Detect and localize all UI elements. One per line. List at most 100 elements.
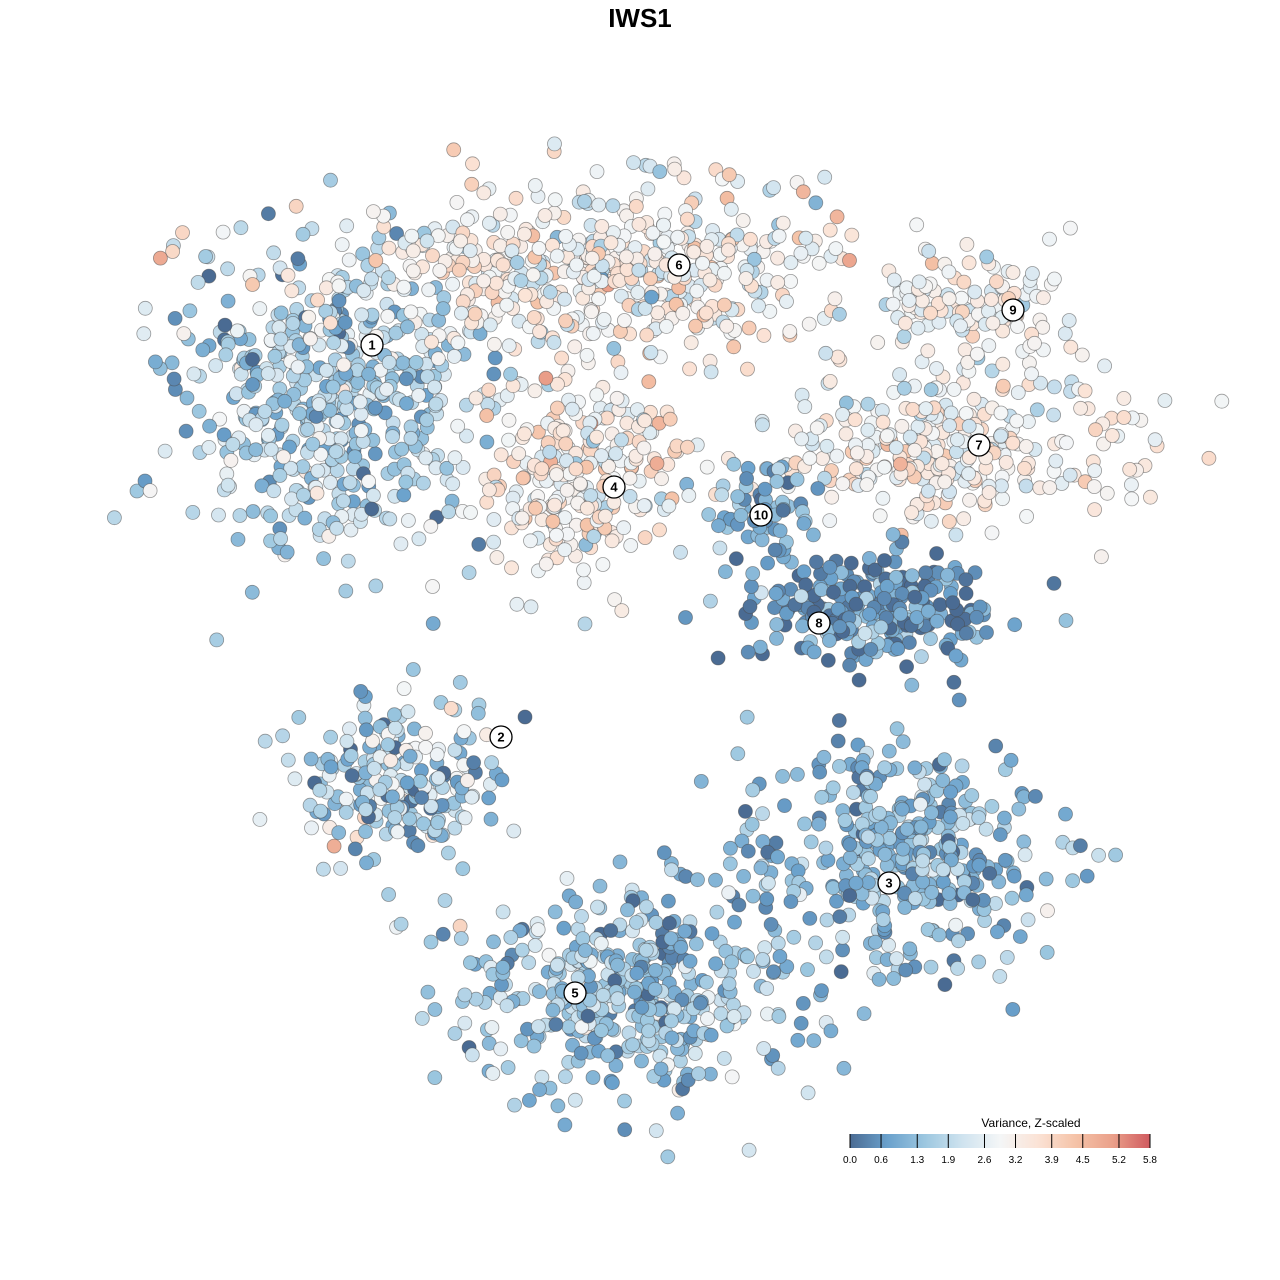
cell-point [822, 559, 838, 575]
cell-point [423, 799, 439, 814]
cell-point [1061, 313, 1077, 328]
cell-point [331, 825, 347, 840]
cell-point [488, 275, 504, 291]
cell-point [703, 593, 718, 609]
cell-point [446, 348, 462, 364]
cell-point [577, 616, 593, 632]
cluster-label-circle [667, 253, 691, 277]
cell-point [440, 845, 456, 861]
cell-point [280, 267, 296, 283]
cell-point [867, 562, 883, 578]
cell-point [836, 1060, 852, 1076]
cluster-label-text: 10 [754, 508, 768, 523]
cell-point [577, 943, 593, 958]
cell-point [1058, 806, 1073, 822]
cell-point [385, 429, 400, 445]
cell-point [457, 810, 473, 826]
cell-point [534, 461, 550, 477]
cluster-label-4: 4 [602, 475, 626, 499]
cell-point [826, 584, 841, 600]
cell-point [993, 428, 1009, 444]
cell-point [616, 520, 632, 536]
cell-point [584, 304, 599, 320]
cell-point [670, 1105, 685, 1121]
cell-point [220, 261, 236, 277]
cell-point [1035, 319, 1051, 335]
cell-point [945, 595, 961, 611]
cell-point [793, 245, 809, 261]
cell-point [583, 488, 599, 504]
cell-point [503, 366, 519, 382]
cluster-label-circle [807, 611, 831, 635]
cell-point [808, 195, 824, 211]
cell-point [691, 1066, 706, 1082]
cell-point [942, 418, 957, 434]
cell-point [899, 821, 915, 837]
cell-point [631, 216, 647, 232]
cell-point [604, 533, 620, 549]
cell-point [842, 837, 858, 852]
cell-point [848, 875, 864, 891]
cell-point [527, 178, 543, 193]
cell-point [1012, 929, 1028, 944]
cell-point [1047, 271, 1062, 287]
cell-point [157, 443, 173, 459]
cell-point [951, 933, 966, 949]
legend-color-bar [850, 1134, 1150, 1148]
cell-point [860, 422, 876, 438]
cell-point [605, 198, 621, 214]
cell-point [354, 307, 370, 323]
cell-point [673, 544, 688, 560]
cell-point [901, 292, 917, 308]
cell-point [575, 931, 591, 946]
cell-point [447, 450, 463, 466]
cell-point [326, 838, 342, 854]
cell-point [673, 939, 689, 955]
cell-point [338, 791, 354, 807]
cell-point [745, 566, 761, 581]
cell-point [820, 852, 836, 868]
cluster-label-2: 2 [489, 725, 513, 749]
cell-point [822, 633, 837, 648]
cell-point [730, 489, 746, 505]
cell-point [693, 774, 709, 789]
cell-point [755, 417, 770, 433]
cell-point [339, 733, 355, 749]
cell-point [738, 804, 753, 819]
cell-point [1042, 231, 1057, 247]
cell-point [296, 487, 311, 503]
cell-point [833, 964, 849, 980]
cell-point [313, 446, 329, 462]
cell-point [379, 381, 395, 397]
cell-point [822, 373, 838, 389]
cluster-label-8: 8 [807, 611, 831, 635]
cell-point [449, 194, 465, 210]
cell-point [918, 565, 934, 581]
cell-point [934, 456, 950, 472]
cell-point [217, 317, 233, 333]
cell-point [614, 603, 630, 618]
cell-point [1048, 453, 1064, 469]
cell-point [546, 334, 562, 350]
cell-point [1073, 400, 1088, 416]
cell-point [574, 909, 589, 924]
cell-point [637, 300, 653, 316]
cell-point [538, 370, 554, 386]
cell-point [486, 934, 501, 950]
cell-point [201, 439, 217, 455]
cell-point [435, 926, 451, 942]
cell-point [895, 841, 911, 857]
cell-point [717, 265, 732, 281]
cell-point [1099, 485, 1115, 501]
cell-point [664, 1013, 679, 1029]
legend-ticks: 0.0 0.6 1.3 1.9 2.6 3.2 3.9 4.5 5.2 5.8 [843, 1134, 1157, 1166]
cell-point [310, 292, 326, 308]
cell-point [308, 409, 324, 424]
cell-point [594, 448, 609, 464]
cell-point [576, 575, 592, 590]
cell-point [907, 442, 923, 458]
cell-point [885, 296, 901, 312]
cell-point [875, 414, 891, 430]
cell-point [626, 155, 641, 171]
cell-point [608, 446, 624, 462]
